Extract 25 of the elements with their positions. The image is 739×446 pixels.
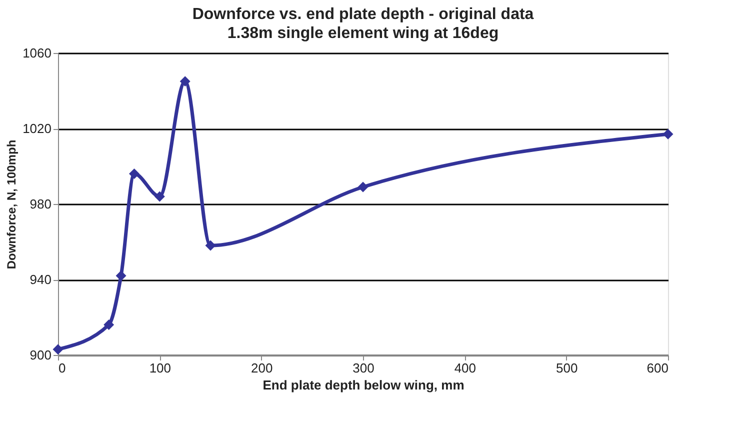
point <box>116 270 126 281</box>
point <box>52 344 64 355</box>
y-tick-label: 1020 <box>22 121 52 136</box>
x-tick-label: 500 <box>556 360 578 376</box>
y-tick-label: 900 <box>30 348 52 362</box>
y-tick-label: 980 <box>30 196 52 212</box>
point <box>662 128 674 140</box>
x-axis-title: End plate depth below wing, mm <box>262 378 464 392</box>
x-tick-label: 100 <box>149 360 172 376</box>
x-tick-label: 600 <box>646 360 668 376</box>
chart-title: Downforce vs. end plate depth - original data <box>192 6 534 23</box>
x-tick-label: 0 <box>58 360 66 376</box>
y-tick-label: 940 <box>30 272 52 287</box>
point <box>104 320 114 330</box>
chart-subtitle: 1.38m single element wing at 16deg <box>227 25 499 42</box>
point <box>129 168 140 180</box>
point <box>358 182 368 192</box>
x-tick-label: 300 <box>352 360 374 376</box>
point <box>180 76 190 87</box>
point <box>205 240 216 251</box>
x-tick-label: 200 <box>250 360 273 376</box>
point <box>154 191 165 202</box>
y-axis-title: Downforce, N, 100mph <box>4 140 19 270</box>
y-tick-label: 1060 <box>22 46 52 60</box>
x-tick-label: 400 <box>454 360 476 376</box>
